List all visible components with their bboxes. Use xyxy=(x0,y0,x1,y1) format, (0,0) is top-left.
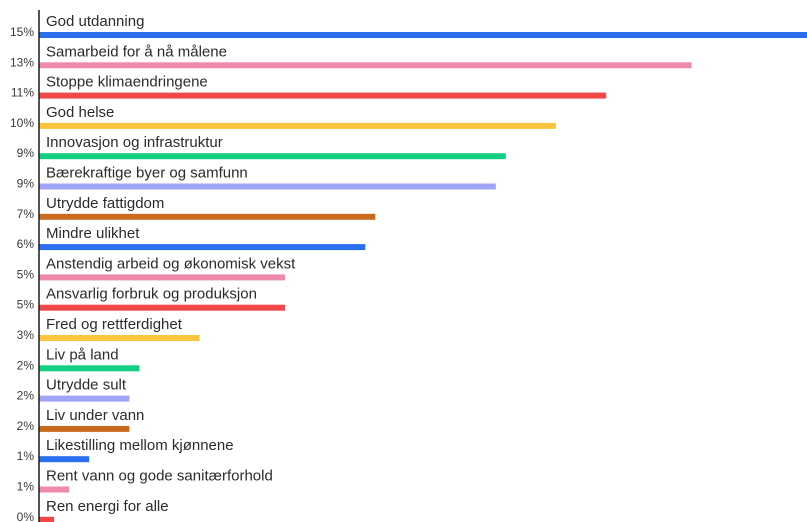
value-label-0: 15% xyxy=(10,25,34,39)
bar-11 xyxy=(39,365,140,372)
value-label-3: 10% xyxy=(10,116,34,130)
bar-1 xyxy=(39,62,692,69)
bar-16 xyxy=(39,516,55,522)
category-label-5: Bærekraftige byer og samfunn xyxy=(46,165,248,182)
chart-marks: God utdanning 15% Samarbeid for å nå målen… xyxy=(10,10,807,522)
value-label-16: 0% xyxy=(17,510,35,522)
value-label-9: 5% xyxy=(17,298,35,312)
bar-6 xyxy=(39,213,376,220)
bar-12 xyxy=(39,395,130,402)
bar-7 xyxy=(39,244,366,251)
bar-9 xyxy=(39,304,285,311)
category-label-1: Samarbeid for å nå målene xyxy=(46,43,227,60)
category-label-11: Liv på land xyxy=(46,346,119,363)
category-label-16: Ren energi for alle xyxy=(46,498,169,515)
value-label-15: 1% xyxy=(17,480,35,494)
category-label-9: Ansvarlig forbruk og produksjon xyxy=(46,286,257,303)
category-label-3: God helse xyxy=(46,104,114,121)
value-label-7: 6% xyxy=(17,237,35,251)
value-label-1: 13% xyxy=(10,55,34,69)
bar-10 xyxy=(39,335,200,341)
value-label-13: 2% xyxy=(17,419,35,433)
bar-14 xyxy=(39,456,90,463)
bar-15 xyxy=(39,486,70,493)
bar-8 xyxy=(39,274,285,281)
category-label-14: Likestilling mellom kjønnene xyxy=(46,437,234,454)
value-label-14: 1% xyxy=(17,449,35,463)
category-label-7: Mindre ulikhet xyxy=(46,225,140,242)
bar-3 xyxy=(39,122,556,129)
bar-0 xyxy=(39,32,807,38)
category-label-2: Stoppe klimaendringene xyxy=(46,74,208,91)
value-label-5: 9% xyxy=(17,177,35,191)
bar-4 xyxy=(39,153,506,160)
category-label-6: Utrydde fattigdom xyxy=(46,195,164,212)
value-label-8: 5% xyxy=(17,267,35,281)
category-label-8: Anstendig arbeid og økonomisk vekst xyxy=(46,255,296,272)
value-label-10: 3% xyxy=(17,328,35,342)
value-label-2: 11% xyxy=(11,86,34,100)
category-label-15: Rent vann og gode sanitærforhold xyxy=(46,468,273,485)
value-label-11: 2% xyxy=(17,358,35,372)
bar-13 xyxy=(39,425,130,432)
bar-5 xyxy=(39,183,496,190)
category-label-10: Fred og rettferdighet xyxy=(46,316,183,333)
category-label-0: God utdanning xyxy=(46,13,144,30)
bar-2 xyxy=(39,92,607,99)
category-label-4: Innovasjon og infrastruktur xyxy=(46,134,223,151)
category-label-12: Utrydde sult xyxy=(46,377,127,394)
value-label-12: 2% xyxy=(17,389,35,403)
value-label-4: 9% xyxy=(17,146,35,160)
value-label-6: 7% xyxy=(17,207,35,221)
category-label-13: Liv under vann xyxy=(46,407,144,424)
